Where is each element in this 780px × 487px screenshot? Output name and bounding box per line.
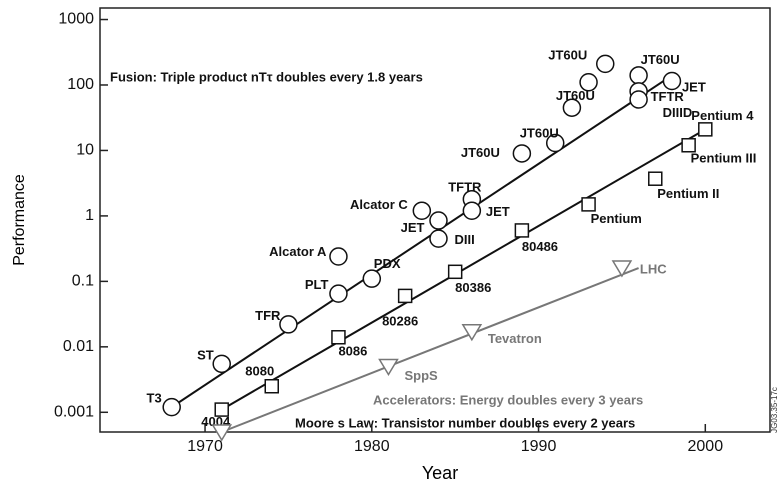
y-tick-label: 0.01	[63, 338, 94, 355]
point-label: TFTR	[651, 89, 685, 104]
point-label: ST	[197, 347, 214, 362]
trend-line	[171, 74, 673, 408]
point-label: 80386	[455, 280, 491, 295]
point-label: TFR	[255, 308, 281, 323]
marker	[429, 211, 448, 230]
marker	[447, 264, 463, 280]
point-label: JET	[682, 79, 706, 94]
x-tick-label: 1970	[187, 438, 223, 455]
point-label: T3	[147, 391, 162, 406]
figure-id: JG03.35-17c	[770, 387, 779, 433]
marker	[331, 330, 346, 345]
marker	[629, 66, 648, 85]
marker	[429, 229, 448, 248]
point-label: LHC	[640, 261, 667, 276]
point-label: DIIID	[663, 105, 693, 120]
marker	[581, 197, 596, 212]
y-tick-label: 1	[85, 207, 94, 224]
point-label: 80286	[382, 313, 418, 328]
point-label: Pentium II	[657, 186, 719, 201]
point-label: DIII	[455, 232, 475, 247]
plot-frame	[99, 7, 771, 433]
point-label: Pentium 4	[691, 108, 754, 123]
y-tick-label: 1000	[58, 11, 94, 28]
marker	[579, 73, 598, 92]
point-label: JT60U	[556, 88, 595, 103]
marker	[545, 133, 565, 153]
point-label: JT60U	[641, 52, 680, 67]
point-label: SppS	[404, 368, 438, 383]
point-label: TFTR	[448, 180, 482, 195]
point-label: JT60U	[461, 145, 500, 160]
trend-line	[221, 128, 706, 411]
marker	[214, 402, 229, 417]
marker	[412, 201, 432, 220]
marker	[596, 54, 615, 74]
point-label: Pentium	[591, 211, 642, 226]
annotation: Moore s Law: Transistor number doubles e…	[295, 415, 635, 430]
point-label: PDX	[374, 256, 401, 271]
marker	[461, 323, 483, 342]
point-label: Alcator A	[269, 244, 327, 259]
point-label: JT60U	[548, 47, 587, 62]
annotation: Accelerators: Energy doubles every 3 yea…	[373, 392, 643, 407]
marker	[629, 90, 648, 109]
point-label: 80486	[522, 239, 558, 254]
point-label: Pentium III	[691, 151, 757, 166]
marker	[378, 358, 399, 376]
point-label: JET	[486, 204, 510, 219]
marker	[264, 378, 279, 394]
marker	[397, 288, 413, 304]
marker	[648, 171, 663, 186]
point-label: Alcator C	[350, 197, 408, 212]
marker	[329, 247, 348, 266]
marker	[212, 354, 231, 374]
marker	[662, 71, 682, 91]
point-label: JT60U	[520, 125, 559, 140]
x-axis-label: Year	[422, 463, 458, 483]
trend-line	[221, 267, 639, 433]
marker	[562, 98, 582, 117]
annotation: Fusion: Triple product nTτ doubles every…	[110, 69, 423, 84]
y-tick-label: 10	[76, 142, 94, 159]
marker	[611, 260, 633, 278]
marker	[698, 122, 713, 137]
point-label: Tevatron	[488, 331, 542, 346]
marker	[462, 201, 482, 220]
y-tick-label: 0.1	[72, 273, 94, 290]
y-tick-label: 100	[67, 76, 94, 93]
x-tick-label: 1980	[354, 438, 390, 455]
marker	[162, 397, 181, 417]
y-tick-label: 0.001	[54, 404, 94, 421]
marker	[362, 269, 382, 288]
x-tick-label: 2000	[688, 438, 724, 455]
marker	[512, 144, 532, 163]
marker	[211, 424, 233, 442]
marker	[514, 223, 530, 238]
marker	[279, 315, 298, 334]
point-label: PLT	[305, 277, 329, 292]
point-label: 8086	[338, 344, 367, 359]
y-axis-label: Performance	[11, 174, 28, 266]
marker	[681, 138, 696, 153]
point-label: 8080	[245, 364, 274, 379]
point-label: JET	[401, 220, 425, 235]
x-tick-label: 1990	[521, 438, 557, 455]
marker	[329, 284, 348, 303]
